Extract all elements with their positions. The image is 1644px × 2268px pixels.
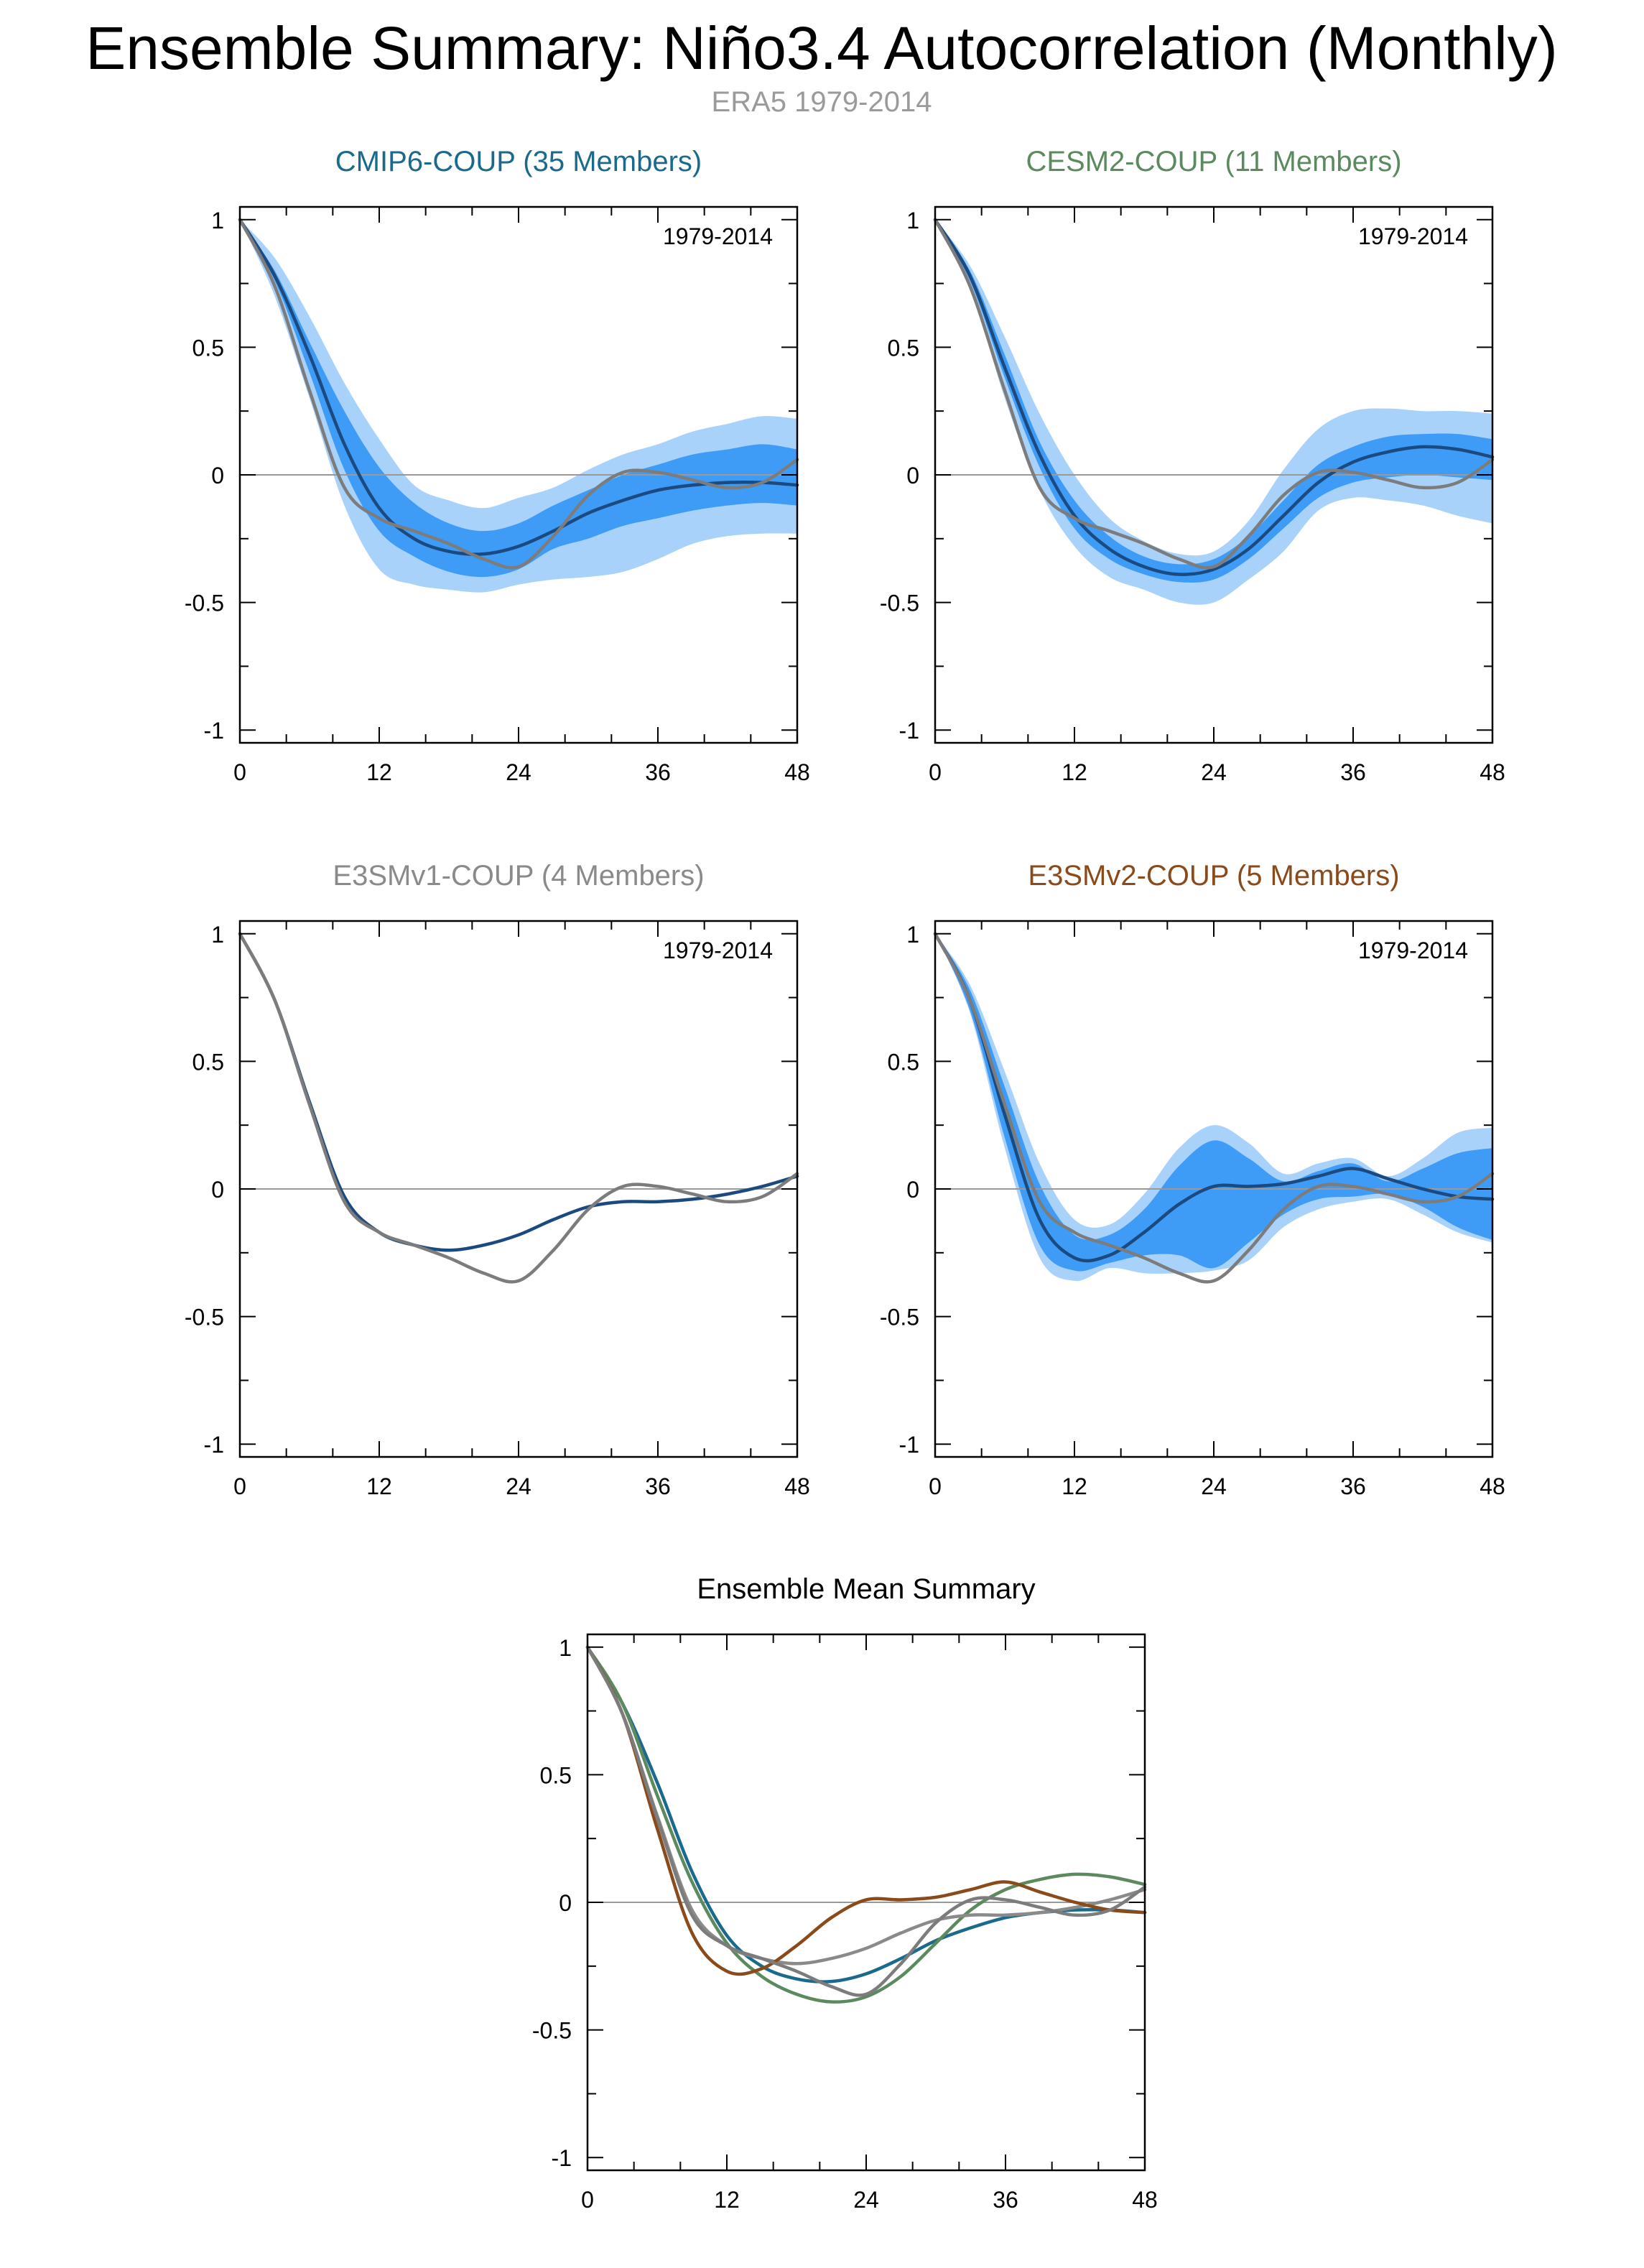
series-line-ensemble-mean <box>238 932 799 1252</box>
x-tick-label: 36 <box>645 1473 671 1499</box>
x-tick-label: 12 <box>1062 759 1087 785</box>
x-tick-label: 48 <box>784 1473 810 1499</box>
period-annotation: 1979-2014 <box>663 938 773 963</box>
series-line-cmip6-coup <box>585 1645 1147 1984</box>
series-line-ensemble-mean <box>933 218 1495 576</box>
x-tick-label: 12 <box>366 759 392 785</box>
x-tick-label: 24 <box>853 2187 879 2213</box>
x-tick-label: 48 <box>1480 759 1505 785</box>
x-tick-label: 12 <box>366 1473 392 1499</box>
chart-panel-cmip6: CMIP6-COUP (35 Members) -1 -0.5 0 0.5 1 0 12 24 3… <box>185 146 810 785</box>
x-tick-label: 48 <box>1480 1473 1505 1499</box>
y-tick-label: 1 <box>211 922 224 948</box>
x-tick-label: 36 <box>1340 759 1366 785</box>
y-tick-label: -0.5 <box>880 1305 919 1330</box>
chart-panel-cesm2: CESM2-COUP (11 Members) -1 -0.5 0 0.5 1 0 12 24 3… <box>880 146 1505 785</box>
x-tick-label: 0 <box>233 759 246 785</box>
series-line-ensemble-mean <box>933 932 1495 1263</box>
series-line-ensemble-mean <box>238 218 799 556</box>
y-tick-label: -1 <box>552 2145 572 2171</box>
x-tick-label: 24 <box>1201 1473 1227 1499</box>
y-tick-label: -0.5 <box>185 1305 224 1330</box>
chart-panel-e3smv1: E3SMv1-COUP (4 Members) -1 -0.5 0 0.5 1 0 12 24 3… <box>185 860 810 1499</box>
x-tick-label: 36 <box>1340 1473 1366 1499</box>
series-line-era5 <box>238 218 799 570</box>
y-tick-label: -1 <box>899 718 919 744</box>
series-line-cesm2-coup <box>585 1645 1147 2004</box>
panel-title: CESM2-COUP (11 Members) <box>1026 146 1401 177</box>
y-tick-label: 0 <box>906 463 919 489</box>
series-line-e3smv1-coup <box>585 1645 1147 1966</box>
series-line-era5 <box>933 932 1495 1284</box>
period-annotation: 1979-2014 <box>1358 223 1468 249</box>
y-tick-label: -1 <box>204 718 224 744</box>
y-tick-label: 0.5 <box>888 1049 919 1075</box>
x-tick-label: 0 <box>929 1473 942 1499</box>
x-tick-label: 0 <box>233 1473 246 1499</box>
x-tick-label: 12 <box>714 2187 740 2213</box>
y-tick-label: 0.5 <box>192 335 224 361</box>
y-tick-label: -1 <box>204 1432 224 1458</box>
chart-panels: CMIP6-COUP (35 Members) -1 -0.5 0 0.5 1 0 12 24 3… <box>185 146 1505 2213</box>
y-tick-label: -0.5 <box>185 591 224 616</box>
y-tick-label: 0 <box>211 463 224 489</box>
figure-subtitle: ERA5 1979-2014 <box>712 86 932 118</box>
y-tick-label: 0 <box>906 1177 919 1203</box>
x-tick-label: 24 <box>506 759 531 785</box>
period-annotation: 1979-2014 <box>1358 938 1468 963</box>
panel-title: CMIP6-COUP (35 Members) <box>335 146 702 177</box>
x-tick-label: 24 <box>506 1473 531 1499</box>
panel-title: E3SMv1-COUP (4 Members) <box>333 860 704 892</box>
x-tick-label: 36 <box>993 2187 1018 2213</box>
y-tick-label: 0.5 <box>888 335 919 361</box>
panel-title: Ensemble Mean Summary <box>697 1573 1035 1605</box>
y-tick-label: 0 <box>211 1177 224 1203</box>
y-tick-label: -0.5 <box>532 2018 572 2044</box>
x-tick-label: 36 <box>645 759 671 785</box>
x-tick-label: 48 <box>1132 2187 1158 2213</box>
x-tick-label: 48 <box>784 759 810 785</box>
y-tick-label: 1 <box>211 208 224 233</box>
y-tick-label: -1 <box>899 1432 919 1458</box>
x-tick-label: 12 <box>1062 1473 1087 1499</box>
x-tick-label: 24 <box>1201 759 1227 785</box>
chart-panel-summary: Ensemble Mean Summary -1 -0.5 0 0.5 1 0 12 24 36 4… <box>532 1573 1158 2213</box>
y-tick-label: 0 <box>559 1890 572 1916</box>
figure-title: Ensemble Summary: Niño3.4 Autocorrelatio… <box>85 14 1558 82</box>
series-line-era5 <box>933 218 1495 570</box>
y-tick-label: -0.5 <box>880 591 919 616</box>
panel-title: E3SMv2-COUP (5 Members) <box>1028 860 1399 892</box>
y-tick-label: 1 <box>559 1635 572 1661</box>
y-tick-label: 1 <box>906 208 919 233</box>
inner-spread-band <box>240 219 797 578</box>
x-tick-label: 0 <box>929 759 942 785</box>
y-tick-label: 0.5 <box>192 1049 224 1075</box>
x-tick-label: 0 <box>581 2187 594 2213</box>
series-line-era5 <box>585 1645 1147 1997</box>
chart-panel-e3smv2: E3SMv2-COUP (5 Members) -1 -0.5 0 0.5 1 0 12 24 3… <box>880 860 1505 1499</box>
series-line-era5 <box>238 932 799 1284</box>
period-annotation: 1979-2014 <box>663 223 773 249</box>
y-tick-label: 0.5 <box>540 1762 572 1788</box>
inner-spread-band <box>935 933 1492 1272</box>
y-tick-label: 1 <box>906 922 919 948</box>
series-line-e3smv2-coup <box>585 1645 1147 1976</box>
